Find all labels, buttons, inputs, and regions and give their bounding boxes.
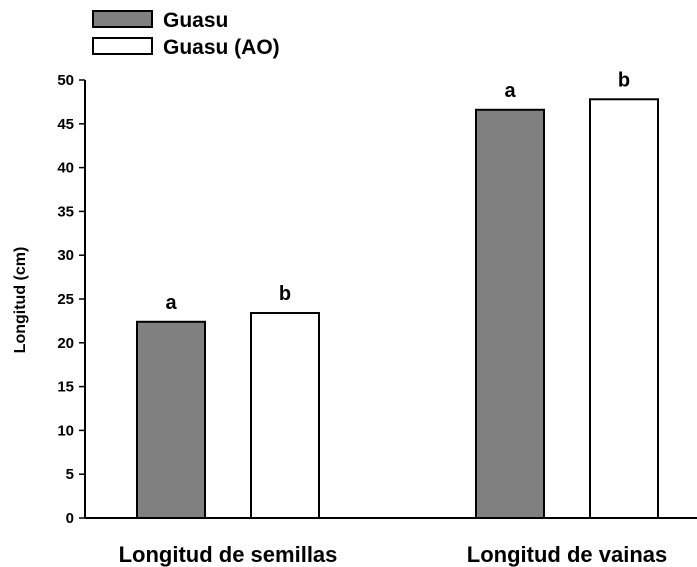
legend-swatch <box>92 10 153 28</box>
y-tick-label: 30 <box>57 247 74 264</box>
legend-label: Guasu <box>163 9 228 32</box>
y-tick-label: 35 <box>57 203 74 220</box>
y-tick-label: 0 <box>66 510 74 527</box>
legend-swatch <box>92 37 153 55</box>
y-ticks: 0 5 10 15 20 25 30 35 40 45 50 <box>57 72 85 527</box>
bar-guasu-ao-semillas <box>250 312 320 519</box>
y-tick-label: 40 <box>57 160 74 177</box>
y-tick-label: 25 <box>57 291 74 308</box>
y-axis-title: Longitud (cm) <box>12 247 29 354</box>
significance-label: a <box>504 80 516 102</box>
legend-label: Guasu (AO) <box>163 36 280 59</box>
bar-guasu-vainas <box>475 108 545 519</box>
bars <box>136 98 659 519</box>
y-tick-label: 45 <box>57 116 74 133</box>
significance-label: a <box>165 292 177 314</box>
y-tick-label: 5 <box>66 466 74 483</box>
legend: Guasu Guasu (AO) <box>92 9 280 59</box>
bar-guasu-ao-vainas <box>589 98 659 519</box>
y-tick-label: 20 <box>57 335 74 352</box>
bar-guasu-semillas <box>136 320 206 519</box>
significance-labels: a a b b <box>165 69 630 314</box>
x-category-label: Longitud de semillas <box>119 542 338 567</box>
y-tick-label: 15 <box>57 379 74 396</box>
y-tick-label: 10 <box>57 422 74 439</box>
significance-label: b <box>618 69 630 91</box>
x-category-labels: Longitud de semillas Longitud de vainas <box>119 542 668 567</box>
y-tick-label: 50 <box>57 72 74 89</box>
significance-label: b <box>279 283 291 305</box>
x-category-label: Longitud de vainas <box>467 542 667 567</box>
